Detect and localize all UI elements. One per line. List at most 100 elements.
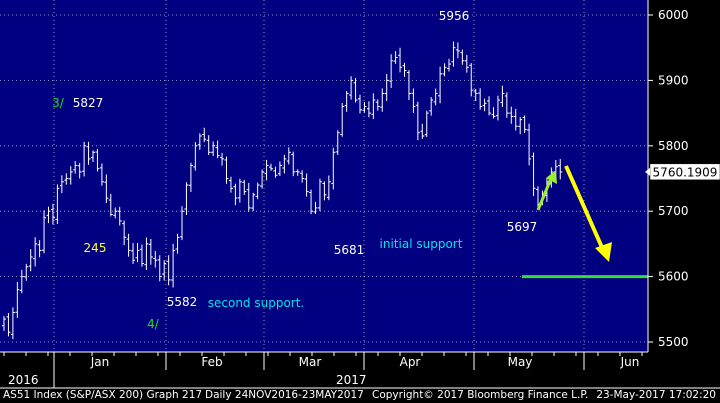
footer-copyright: Copyright© 2017 Bloomberg Finance L.P. [372,389,588,401]
price-bar [282,154,287,174]
price-bar [126,233,131,257]
price-bar [193,142,198,171]
price-bar [491,107,496,119]
price-bar [420,123,425,139]
price-bar [202,127,207,143]
x-axis: Jan Feb Mar Apr May Jun 2016 2017 [0,351,720,389]
price-bar [28,249,33,272]
wave-label-3: 3/ [52,96,65,110]
price-bar [166,255,171,286]
price-bar [518,117,523,135]
price-bar [482,98,487,112]
price-bar [144,237,149,270]
price-bar [313,201,318,215]
price-bar [273,166,278,178]
price-bar [344,90,349,112]
price-bar [211,141,216,157]
price-bar [260,169,265,189]
price-bar [402,62,407,77]
price-bar [340,102,345,137]
month-label: May [508,355,533,369]
wave-label-4: 4/ [147,317,160,331]
price-bar [184,182,189,215]
price-bar [473,88,478,102]
price-bar [393,51,398,64]
price-bar [478,88,483,110]
price-bar [300,170,305,183]
price-bar [322,181,327,201]
initial-support-label: initial support [380,237,463,251]
price-bar [42,210,47,254]
price-bar [451,41,456,67]
price-bar [349,76,354,100]
price-bar [429,97,434,116]
price-bar [442,63,447,77]
last-value-pointer [645,167,650,176]
price-bar [215,140,220,159]
price-bar [6,313,11,337]
footer-index-label: AS51 Index (S&P/ASX 200) Graph 217 [3,389,202,401]
up-arrow-shaft [536,175,554,211]
price-bar [513,108,518,131]
price-bar [15,281,20,318]
price-bar [326,175,331,201]
price-bar [153,251,158,268]
price-bar [389,54,394,88]
month-label: Feb [201,355,222,369]
y-tick-label: 5500 [658,335,689,349]
price-bar [335,130,340,155]
price-bar [233,183,238,206]
price-bar [455,42,460,59]
down-arrow-shaft [564,165,606,253]
wave-label-245: 245 [84,241,107,255]
price-bar [447,58,451,72]
annotation-5827: 5827 [73,96,104,110]
footer-timestamp: 23-May-2017 17:02:20 [596,389,716,401]
price-bar [522,115,527,133]
price-bar [353,77,358,103]
price-bar [188,162,193,192]
annotation-5697: 5697 [507,220,538,234]
price-bar [295,169,300,176]
price-bar [246,182,251,212]
price-bar [317,178,322,211]
price-bar [180,206,184,241]
month-label: Mar [299,355,322,369]
price-bar [495,95,500,121]
price-bar [104,174,109,203]
price-bar [55,184,60,224]
price-bar [86,141,91,165]
price-bar [509,106,514,124]
y-tick-label: 5600 [658,270,689,284]
price-bar [19,269,24,294]
price-bar [162,260,167,281]
y-tick-label: 5800 [658,139,689,153]
price-bar [46,206,51,224]
price-bar [291,151,296,177]
price-bar [531,152,536,197]
annotation-5681: 5681 [334,243,365,257]
price-bar [59,175,64,194]
price-bar [380,88,385,112]
price-bar [371,93,376,120]
price-bar [175,233,180,254]
price-bar [286,147,291,165]
last-value-label: 5760.1909 [653,165,718,179]
price-bar [122,220,127,246]
price-bar [68,166,73,185]
price-bar [269,163,273,171]
price-bar [131,243,136,264]
annotation-overlays [522,165,648,279]
price-bar [206,135,211,155]
down-arrow-head [595,242,612,262]
price-bar [460,49,465,65]
y-tick-label: 6000 [658,8,689,22]
price-bar [91,150,95,162]
price-bar [139,244,144,267]
price-bar [264,159,269,181]
price-bar [220,152,225,166]
price-bar [558,158,563,180]
price-bar [277,161,282,177]
price-bar [228,176,233,193]
